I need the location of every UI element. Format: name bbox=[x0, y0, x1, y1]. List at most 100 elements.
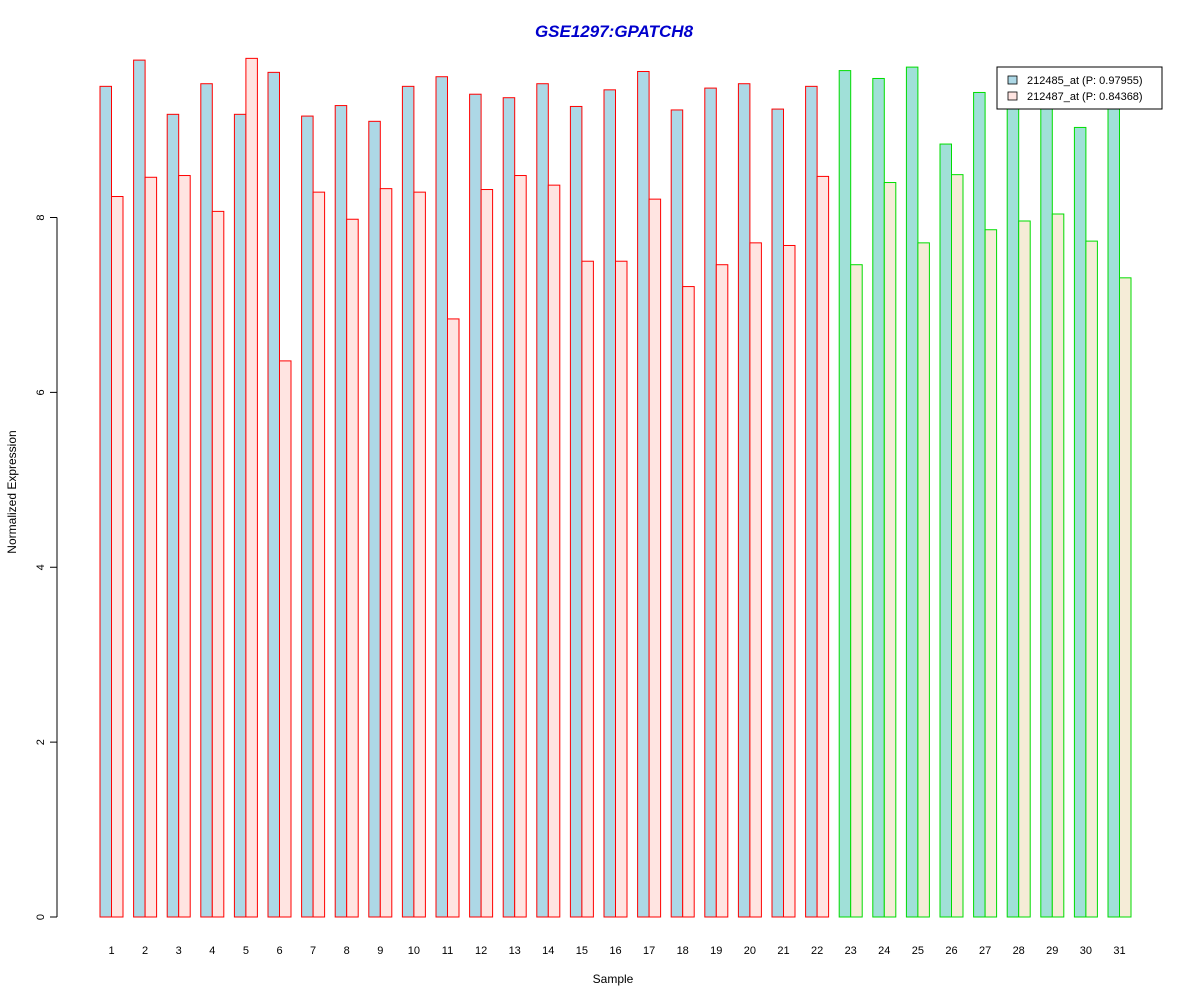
bar-212485-sample-8 bbox=[334, 105, 348, 918]
x-tick-label: 31 bbox=[1113, 945, 1125, 957]
y-tick-label: 4 bbox=[35, 564, 47, 570]
x-tick-label: 4 bbox=[209, 945, 215, 957]
x-tick-label: 26 bbox=[945, 945, 957, 957]
y-tick-label: 6 bbox=[35, 389, 47, 395]
bar-212485-sample-10 bbox=[401, 85, 415, 918]
x-tick-label: 22 bbox=[811, 945, 823, 957]
x-tick-label: 23 bbox=[845, 945, 857, 957]
legend: 212485_at (P: 0.97955) 212487_at (P: 0.8… bbox=[996, 66, 1163, 110]
bar-212485-sample-18 bbox=[670, 109, 684, 918]
bar-212487-sample-23 bbox=[850, 264, 863, 918]
bar-212485-sample-7 bbox=[301, 115, 314, 918]
bar-212485-sample-15 bbox=[569, 105, 583, 918]
bar-212485-sample-29 bbox=[1040, 103, 1053, 918]
y-tick-label: 0 bbox=[35, 914, 47, 920]
bar-212487-sample-30 bbox=[1085, 240, 1098, 918]
bar-212487-sample-11 bbox=[447, 318, 460, 918]
x-tick-label: 9 bbox=[377, 945, 383, 957]
x-tick-label: 1 bbox=[108, 945, 114, 957]
y-axis: 0 2 4 6 8 bbox=[35, 214, 58, 920]
bar-212485-sample-30 bbox=[1073, 126, 1087, 918]
bar-212485-sample-5 bbox=[233, 113, 247, 918]
bar-212487-sample-9 bbox=[379, 188, 393, 918]
bar-212487-sample-22 bbox=[816, 175, 830, 918]
bar-212485-sample-20 bbox=[737, 83, 751, 918]
x-tick-label: 5 bbox=[243, 945, 249, 957]
x-tick-label: 2 bbox=[142, 945, 148, 957]
bar-212485-sample-31 bbox=[1107, 103, 1120, 918]
x-tick-label: 21 bbox=[777, 945, 789, 957]
bar-212487-sample-6 bbox=[279, 360, 292, 918]
x-tick-label: 24 bbox=[878, 945, 890, 957]
bar-212485-sample-26 bbox=[939, 143, 952, 918]
x-tick-label: 7 bbox=[310, 945, 316, 957]
bar-212487-sample-19 bbox=[715, 264, 729, 918]
y-tick-label: 8 bbox=[35, 214, 47, 220]
bar-212487-sample-26 bbox=[951, 174, 964, 918]
bar-212485-sample-21 bbox=[771, 108, 784, 918]
bar-212487-sample-17 bbox=[648, 198, 662, 918]
x-tick-label: 30 bbox=[1080, 945, 1092, 957]
bar-212487-sample-8 bbox=[346, 218, 359, 918]
bar-212485-sample-22 bbox=[805, 85, 818, 918]
bar-212487-sample-15 bbox=[581, 260, 594, 918]
x-tick-label: 25 bbox=[912, 945, 924, 957]
chart-title: GSE1297:GPATCH8 bbox=[535, 22, 694, 41]
legend-swatch-212487 bbox=[1007, 91, 1018, 101]
x-tick-label: 3 bbox=[176, 945, 182, 957]
x-tick-labels: 1 2 3 4 5 6 7 8 9 10 11 12 13 14 15 16 17 18 19 20 21 22 23 24 2… bbox=[108, 945, 1125, 957]
x-tick-label: 10 bbox=[408, 945, 420, 957]
x-tick-label: 12 bbox=[475, 945, 487, 957]
legend-box bbox=[996, 66, 1163, 110]
x-tick-label: 19 bbox=[710, 945, 722, 957]
bar-212487-sample-28 bbox=[1018, 220, 1031, 918]
bar-212485-sample-2 bbox=[133, 59, 146, 918]
legend-label-212485: 212485_at (P: 0.97955) bbox=[1027, 75, 1143, 87]
bar-212487-sample-18 bbox=[682, 286, 695, 918]
y-tick-label: 2 bbox=[35, 739, 47, 745]
bar-212485-sample-17 bbox=[637, 70, 650, 918]
x-tick-label: 16 bbox=[609, 945, 621, 957]
bar-212487-sample-21 bbox=[783, 244, 796, 918]
bar-212487-sample-1 bbox=[111, 196, 124, 918]
bar-212485-sample-1 bbox=[99, 85, 112, 918]
bar-212487-sample-24 bbox=[883, 182, 897, 918]
x-tick-label: 11 bbox=[442, 945, 453, 957]
bar-212485-sample-12 bbox=[469, 93, 482, 918]
bar-212485-sample-28 bbox=[1006, 103, 1020, 918]
bar-212487-sample-29 bbox=[1051, 213, 1065, 918]
legend-label-212487: 212487_at (P: 0.84368) bbox=[1027, 91, 1143, 103]
bar-212485-sample-14 bbox=[536, 83, 549, 918]
bar-212487-sample-20 bbox=[749, 242, 762, 918]
x-tick-label: 27 bbox=[979, 945, 991, 957]
bar-212485-sample-3 bbox=[166, 113, 180, 918]
x-tick-label: 29 bbox=[1046, 945, 1058, 957]
bar-212485-sample-19 bbox=[704, 87, 717, 918]
bar-212485-sample-4 bbox=[200, 83, 213, 918]
bar-212487-sample-5 bbox=[245, 57, 258, 918]
x-tick-label: 17 bbox=[643, 945, 655, 957]
x-tick-label: 18 bbox=[677, 945, 689, 957]
x-axis-title: Sample bbox=[593, 972, 634, 986]
bars-group bbox=[99, 57, 1132, 918]
bar-212485-sample-6 bbox=[267, 71, 280, 918]
y-axis-title: Normalized Expression bbox=[5, 430, 19, 553]
bar-212485-sample-23 bbox=[838, 70, 852, 918]
bar-212487-sample-12 bbox=[480, 189, 494, 918]
bar-212485-sample-11 bbox=[435, 76, 448, 918]
bar-212487-sample-31 bbox=[1119, 277, 1132, 918]
legend-swatch-212485 bbox=[1007, 75, 1018, 85]
bar-212487-sample-4 bbox=[211, 210, 225, 918]
bar-212485-sample-25 bbox=[905, 66, 919, 918]
bar-212487-sample-7 bbox=[312, 191, 326, 918]
bar-212487-sample-3 bbox=[178, 175, 191, 918]
bar-212487-sample-13 bbox=[514, 175, 527, 918]
x-tick-label: 13 bbox=[509, 945, 521, 957]
x-tick-label: 20 bbox=[744, 945, 756, 957]
bar-212487-sample-10 bbox=[413, 191, 426, 918]
bar-212487-sample-27 bbox=[984, 229, 998, 918]
x-tick-label: 6 bbox=[276, 945, 282, 957]
x-tick-label: 28 bbox=[1013, 945, 1025, 957]
